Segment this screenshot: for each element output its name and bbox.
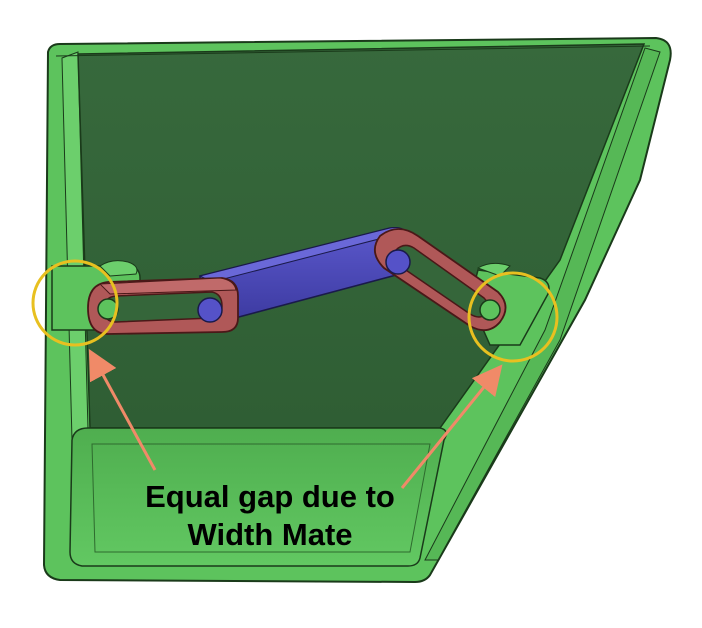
highlight-circle-left: [31, 259, 119, 347]
left-bracket-top: [99, 260, 138, 277]
left-red-link: [87, 277, 239, 335]
highlight-circle-right: [467, 271, 559, 363]
tray-floor-edge: [91, 443, 431, 553]
pin-right-link: [385, 249, 411, 275]
pin-right-bracket: [479, 299, 501, 321]
left-red-link-top: [98, 277, 237, 295]
annotation-caption: Equal gap due to Width Mate: [120, 478, 420, 554]
arrow-left: [88, 348, 157, 471]
caption-line-1: Equal gap due to: [145, 479, 395, 514]
arrow-right: [400, 364, 503, 489]
tray-rim-line: [55, 45, 651, 57]
tray-floor: [69, 427, 447, 567]
pins: [97, 249, 501, 323]
tray-right-wall: [424, 47, 661, 561]
pin-left-link: [197, 297, 223, 323]
caption-line-2: Width Mate: [187, 517, 353, 552]
